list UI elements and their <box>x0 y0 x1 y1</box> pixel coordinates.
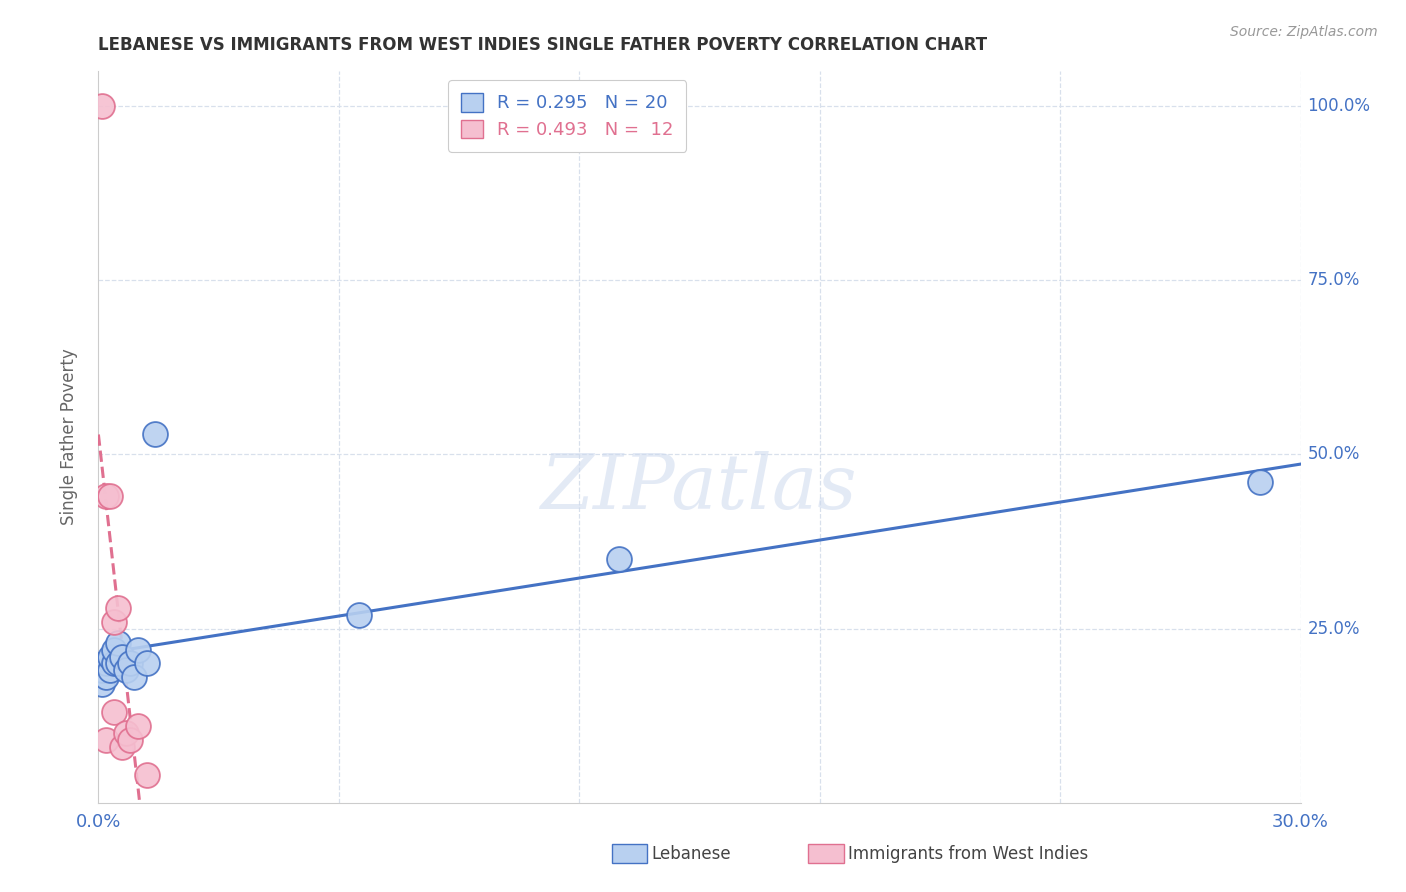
Text: 100.0%: 100.0% <box>1308 97 1371 115</box>
Point <box>91 99 114 113</box>
Text: Immigrants from West Indies: Immigrants from West Indies <box>848 845 1088 863</box>
Point <box>91 677 114 691</box>
Point <box>143 426 166 441</box>
Point <box>111 740 134 755</box>
Point <box>100 664 122 678</box>
Point <box>1250 475 1272 490</box>
Point <box>107 657 129 671</box>
Text: Lebanese: Lebanese <box>651 845 731 863</box>
Point <box>128 719 150 733</box>
Point <box>103 615 125 629</box>
Y-axis label: Single Father Poverty: Single Father Poverty <box>59 349 77 525</box>
Point <box>103 705 125 719</box>
Point <box>100 649 122 664</box>
Point <box>115 726 138 740</box>
Point <box>100 489 122 503</box>
Point <box>111 649 134 664</box>
Text: 75.0%: 75.0% <box>1308 271 1360 289</box>
Text: 25.0%: 25.0% <box>1308 620 1360 638</box>
Point <box>96 733 118 747</box>
Legend: R = 0.295   N = 20, R = 0.493   N =  12: R = 0.295 N = 20, R = 0.493 N = 12 <box>449 80 686 152</box>
Point <box>347 607 370 622</box>
Point <box>135 768 157 782</box>
Point <box>103 642 125 657</box>
Point <box>120 733 142 747</box>
Text: ZIPatlas: ZIPatlas <box>541 451 858 525</box>
Point <box>609 552 631 566</box>
Text: Source: ZipAtlas.com: Source: ZipAtlas.com <box>1230 25 1378 39</box>
Point <box>107 600 129 615</box>
Point <box>96 670 118 684</box>
Text: LEBANESE VS IMMIGRANTS FROM WEST INDIES SINGLE FATHER POVERTY CORRELATION CHART: LEBANESE VS IMMIGRANTS FROM WEST INDIES … <box>98 36 987 54</box>
Point <box>135 657 157 671</box>
Point <box>96 657 118 671</box>
Point <box>107 635 129 649</box>
Point <box>103 657 125 671</box>
Text: 50.0%: 50.0% <box>1308 445 1360 464</box>
Point <box>128 642 150 657</box>
Point <box>91 664 114 678</box>
Point <box>96 489 118 503</box>
Point <box>120 657 142 671</box>
Point <box>124 670 146 684</box>
Point <box>115 664 138 678</box>
